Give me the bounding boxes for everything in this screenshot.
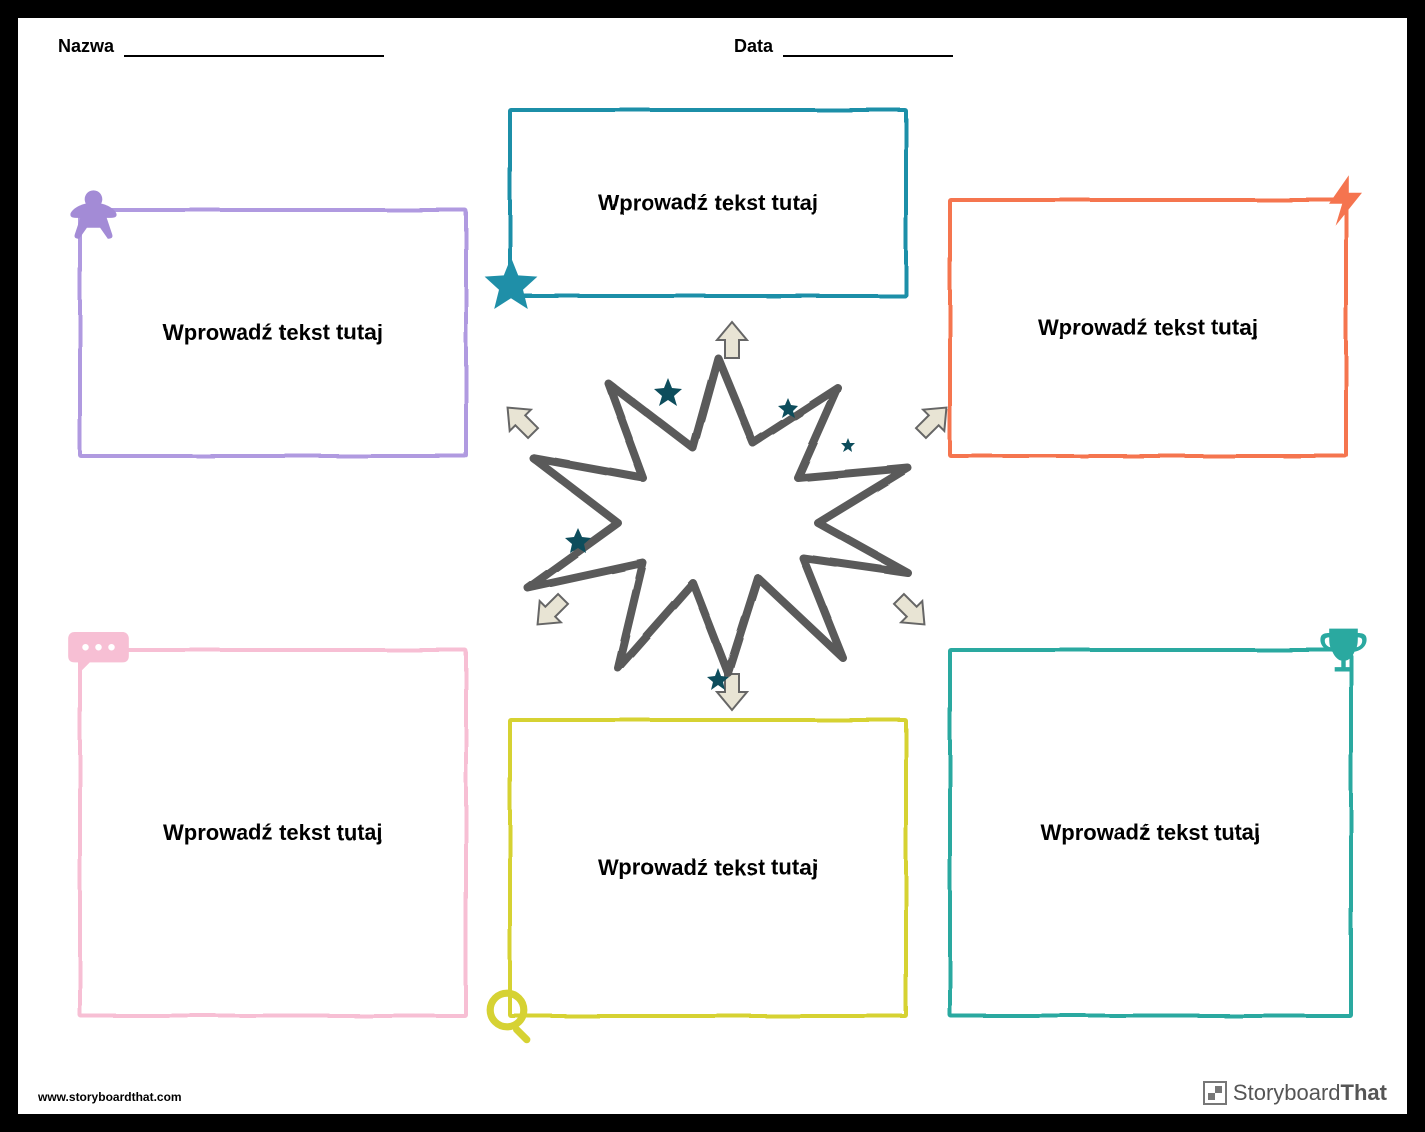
- box-bottom-right[interactable]: Wprowadź tekst tutaj: [948, 648, 1353, 1018]
- chat-icon: [66, 626, 131, 676]
- box-text: Wprowadź tekst tutaj: [598, 855, 818, 881]
- date-field: Data: [734, 36, 953, 57]
- box-text: Wprowadź tekst tutaj: [163, 320, 383, 346]
- box-bottom-center[interactable]: Wprowadź tekst tutaj: [508, 718, 908, 1018]
- magnify-icon: [483, 986, 543, 1046]
- name-label: Nazwa: [58, 36, 114, 57]
- worksheet-page: Nazwa Data OSOBA Wprowadź tekst tutaj Wp…: [0, 0, 1425, 1132]
- meeple-icon: [66, 186, 121, 241]
- box-text: Wprowadź tekst tutaj: [163, 820, 383, 846]
- box-text: Wprowadź tekst tutaj: [1040, 820, 1260, 846]
- box-text: Wprowadź tekst tutaj: [1038, 315, 1258, 341]
- box-top-right[interactable]: Wprowadź tekst tutaj: [948, 198, 1348, 458]
- trophy-icon: [1316, 622, 1371, 677]
- date-label: Data: [734, 36, 773, 57]
- footer-url: www.storyboardthat.com: [38, 1090, 182, 1104]
- brand-bold: That: [1341, 1080, 1387, 1105]
- box-text: Wprowadź tekst tutaj: [598, 190, 818, 216]
- star-icon: [481, 255, 541, 315]
- footer-brand: StoryboardThat: [1203, 1080, 1387, 1106]
- decor-stars: [518, 338, 938, 708]
- brand-icon: [1203, 1081, 1227, 1105]
- bolt-icon: [1318, 173, 1373, 228]
- box-top-left[interactable]: Wprowadź tekst tutaj: [78, 208, 468, 458]
- header: Nazwa Data: [58, 36, 1367, 57]
- name-field: Nazwa: [58, 36, 384, 57]
- name-line[interactable]: [124, 39, 384, 57]
- date-line[interactable]: [783, 39, 953, 57]
- box-bottom-left[interactable]: Wprowadź tekst tutaj: [78, 648, 468, 1018]
- box-top-center[interactable]: Wprowadź tekst tutaj: [508, 108, 908, 298]
- brand-thin: Storyboard: [1233, 1080, 1341, 1105]
